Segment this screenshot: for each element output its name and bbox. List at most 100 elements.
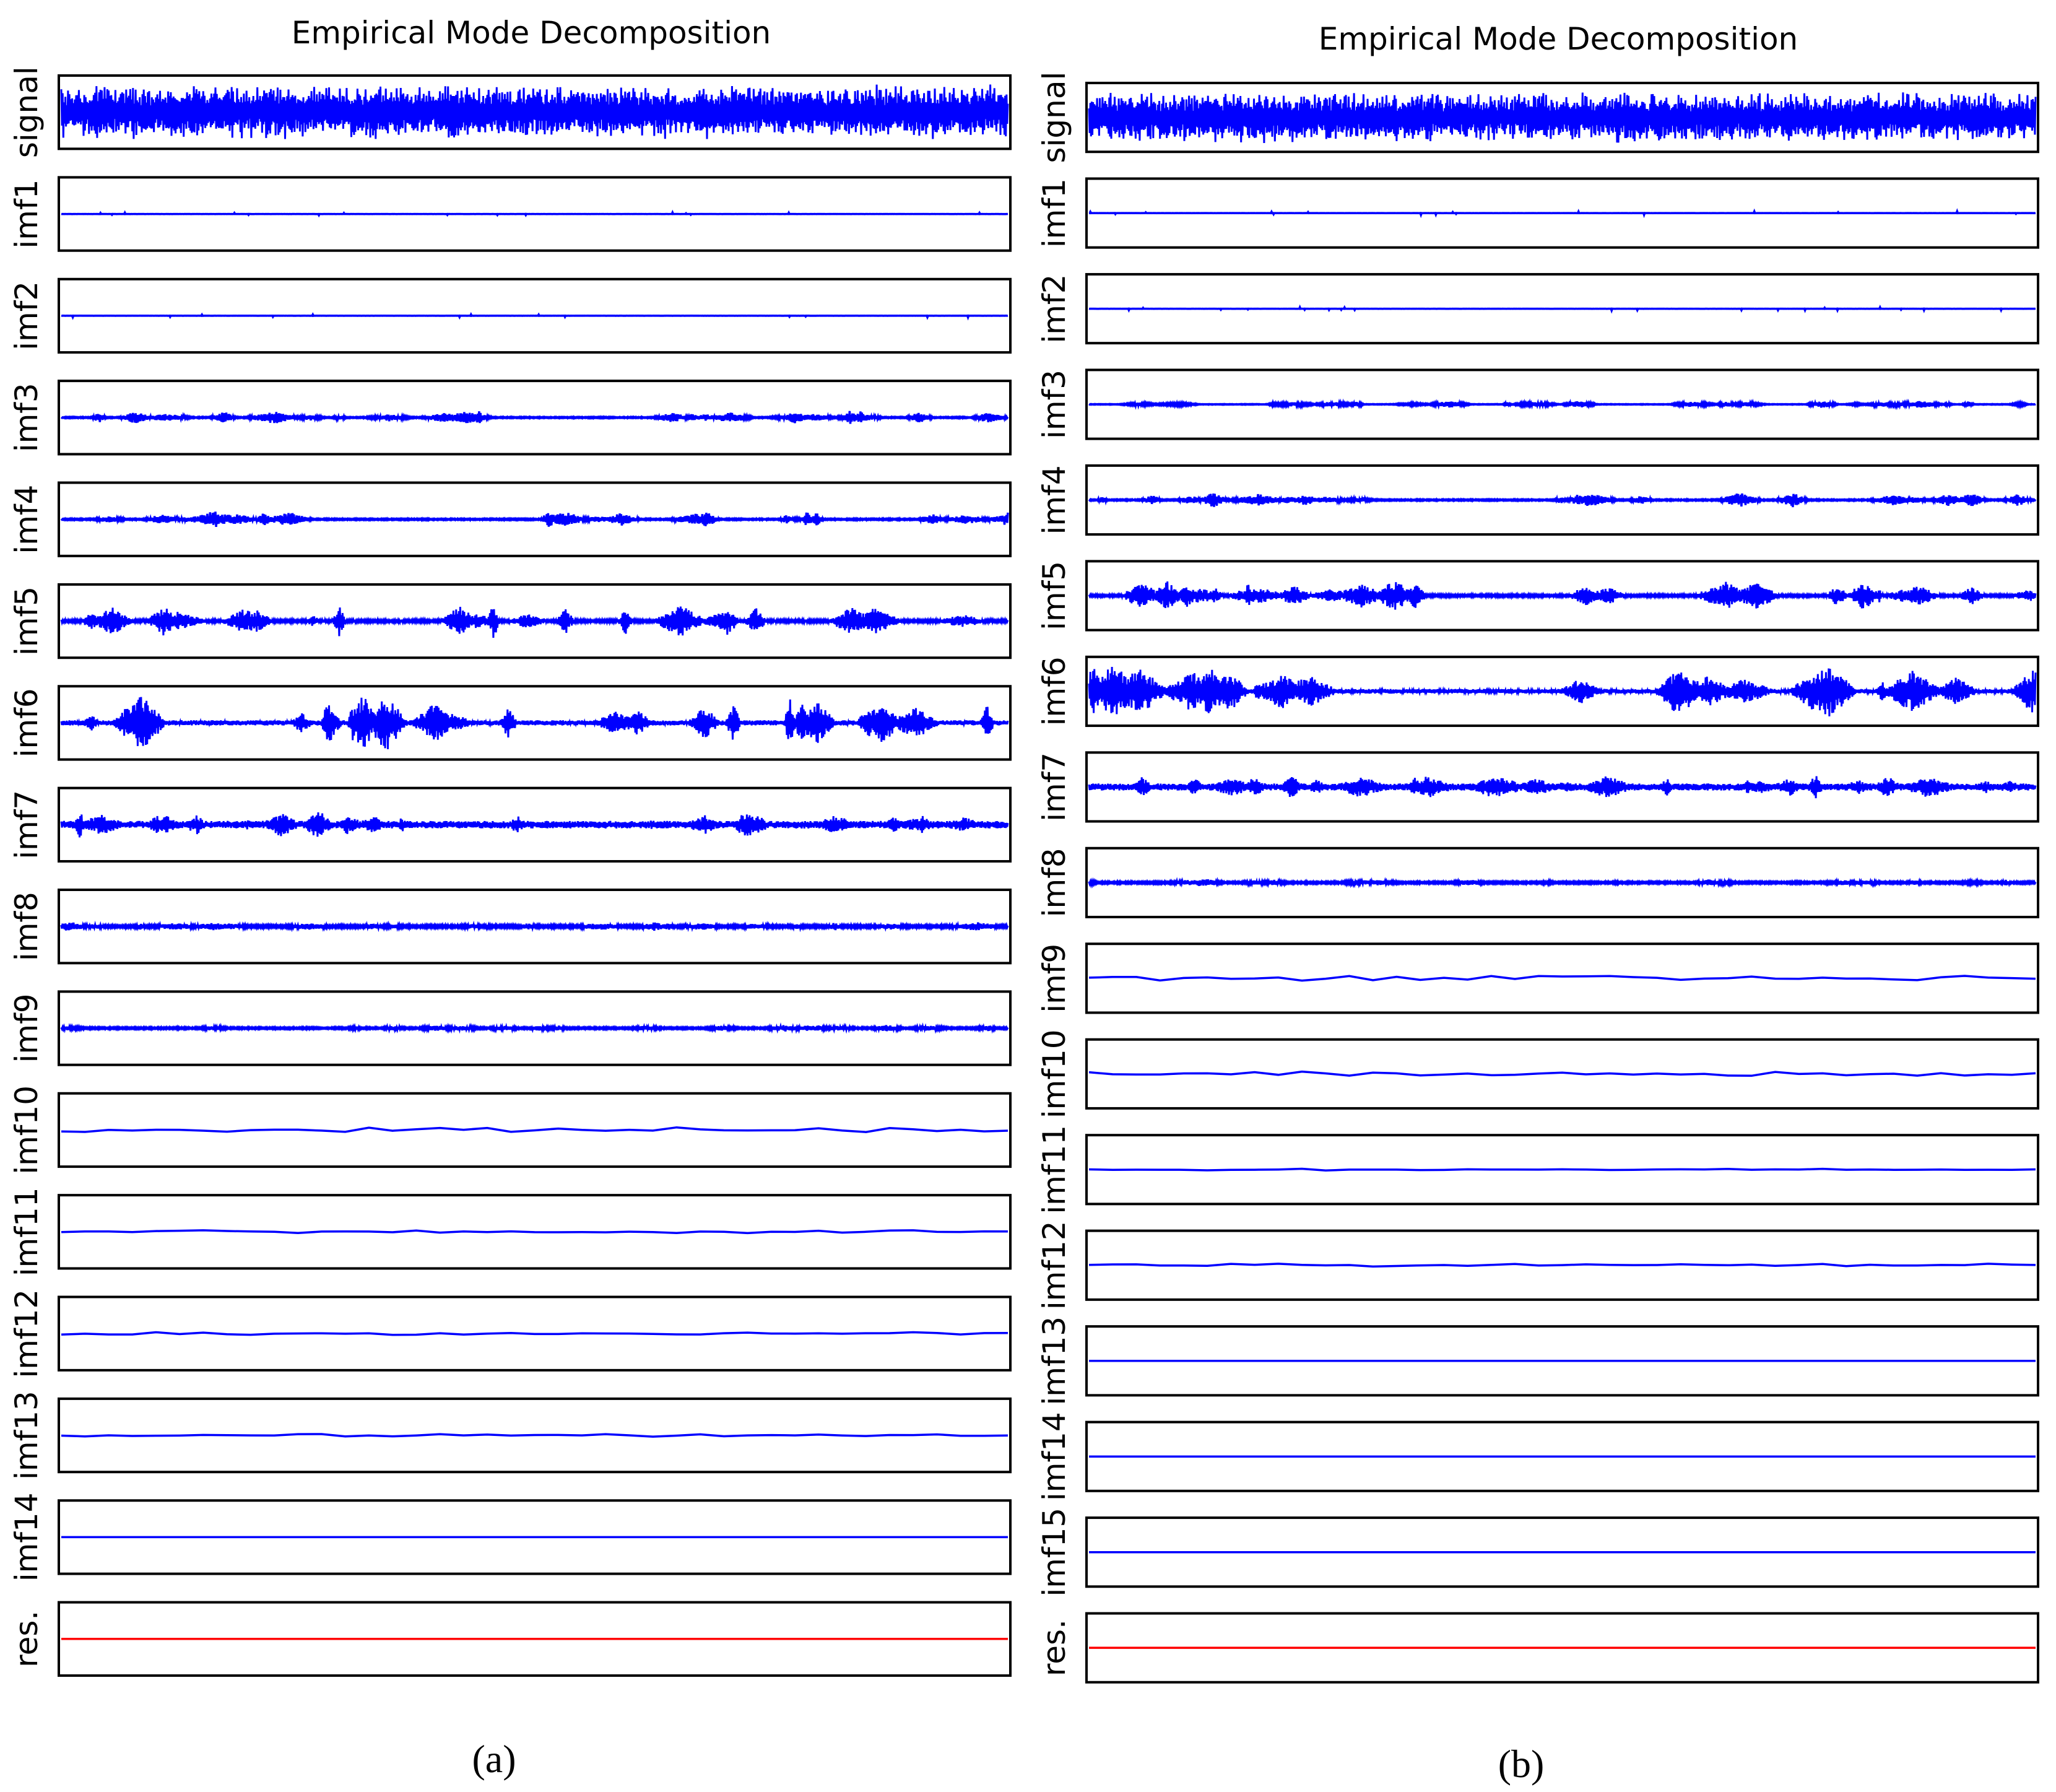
series-line bbox=[60, 511, 1009, 528]
series-line bbox=[61, 1433, 1008, 1438]
series-line bbox=[61, 209, 1008, 218]
panel-label: signal bbox=[1036, 72, 1072, 163]
panel-label: imf10 bbox=[1036, 1029, 1072, 1118]
series-line bbox=[1088, 666, 2037, 716]
panel-label: imf13 bbox=[1036, 1316, 1072, 1406]
panel-signal: signal bbox=[9, 66, 1012, 158]
panel-imf15: imf15 bbox=[1036, 1508, 2039, 1597]
panel-imf13: imf13 bbox=[9, 1391, 1012, 1480]
panel-imf7: imf7 bbox=[1036, 751, 2039, 823]
chart-a: Empirical Mode Decomposition signal imf1 im… bbox=[9, 15, 1012, 1781]
panel-imf1: imf1 bbox=[9, 176, 1012, 252]
panel-imf8: imf8 bbox=[1036, 846, 2039, 918]
panel-imf11: imf11 bbox=[1036, 1125, 2039, 1214]
panel-imf10: imf10 bbox=[1036, 1029, 2039, 1118]
panel-label: imf7 bbox=[1036, 752, 1072, 822]
panel-label: imf9 bbox=[1036, 944, 1072, 1013]
panel-label: res. bbox=[9, 1611, 45, 1668]
panel-label: imf6 bbox=[9, 688, 45, 757]
panel-imf9: imf9 bbox=[9, 990, 1012, 1066]
panel-signal: signal bbox=[1036, 72, 2039, 163]
series-line bbox=[1088, 1070, 2036, 1077]
series-line bbox=[61, 1331, 1008, 1336]
panel-imf5: imf5 bbox=[1036, 560, 2039, 632]
panel-imf5: imf5 bbox=[9, 583, 1012, 659]
series-line bbox=[1088, 398, 2036, 411]
series-line bbox=[61, 1229, 1008, 1235]
panel-imf6: imf6 bbox=[9, 685, 1012, 761]
panel-label: imf12 bbox=[1036, 1220, 1072, 1310]
panel-label: imf7 bbox=[9, 790, 45, 859]
panel-label: imf3 bbox=[9, 383, 45, 452]
panel-res: res. bbox=[9, 1601, 1012, 1677]
series-line bbox=[60, 606, 1009, 638]
series-line bbox=[60, 84, 1009, 139]
panel-imf3: imf3 bbox=[1036, 368, 2039, 440]
chart-title: Empirical Mode Decomposition bbox=[1319, 21, 1798, 57]
panel-imf1: imf1 bbox=[1036, 177, 2039, 249]
panel-label: imf3 bbox=[1036, 370, 1072, 439]
panel-imf4: imf4 bbox=[9, 481, 1012, 557]
figure-caption: (a) bbox=[472, 1737, 516, 1781]
panel-label: imf11 bbox=[9, 1187, 45, 1276]
series-line bbox=[1088, 1263, 2036, 1268]
panel-imf13: imf13 bbox=[1036, 1316, 2039, 1406]
series-line bbox=[1088, 304, 2036, 314]
series-line bbox=[61, 311, 1008, 321]
panel-label: imf14 bbox=[1036, 1412, 1072, 1501]
panel-imf6: imf6 bbox=[1036, 655, 2039, 728]
panel-label: imf10 bbox=[9, 1085, 45, 1175]
panel-imf11: imf11 bbox=[9, 1187, 1012, 1276]
panel-label: imf14 bbox=[9, 1492, 45, 1581]
panel-imf12: imf12 bbox=[9, 1289, 1012, 1378]
panel-imf3: imf3 bbox=[9, 380, 1012, 456]
series-line bbox=[1088, 1167, 2036, 1172]
series-line bbox=[60, 920, 1009, 933]
chart-title: Empirical Mode Decomposition bbox=[292, 15, 771, 51]
series-line bbox=[1088, 776, 2037, 799]
panel-label: imf4 bbox=[9, 485, 45, 554]
panel-label: imf8 bbox=[9, 892, 45, 961]
panel-imf10: imf10 bbox=[9, 1085, 1012, 1175]
panel-label: imf4 bbox=[1036, 465, 1072, 534]
series-line bbox=[60, 697, 1009, 749]
panel-label: imf8 bbox=[1036, 848, 1072, 917]
figure-caption: (b) bbox=[1498, 1742, 1545, 1786]
panel-label: imf9 bbox=[9, 993, 45, 1063]
panel-imf8: imf8 bbox=[9, 889, 1012, 965]
series-line bbox=[60, 812, 1009, 838]
panel-label: imf6 bbox=[1036, 656, 1072, 726]
series-line bbox=[1088, 581, 2037, 610]
panel-label: imf2 bbox=[1036, 274, 1072, 344]
panel-res: res. bbox=[1036, 1612, 2039, 1684]
panel-label: imf1 bbox=[1036, 178, 1072, 248]
panel-imf4: imf4 bbox=[1036, 464, 2039, 536]
panel-label: signal bbox=[9, 66, 45, 158]
panel-label: imf15 bbox=[1036, 1508, 1072, 1597]
panel-imf2: imf2 bbox=[1036, 272, 2039, 345]
series-line bbox=[61, 1126, 1008, 1133]
panel-imf9: imf9 bbox=[1036, 942, 2039, 1014]
panel-imf2: imf2 bbox=[9, 277, 1012, 354]
panel-imf7: imf7 bbox=[9, 786, 1012, 863]
panel-imf14: imf14 bbox=[9, 1492, 1012, 1581]
panel-label: imf12 bbox=[9, 1289, 45, 1378]
panel-label: imf1 bbox=[9, 180, 45, 249]
panel-label: imf13 bbox=[9, 1391, 45, 1480]
series-line bbox=[60, 1022, 1009, 1034]
series-line bbox=[1088, 975, 2036, 982]
series-line bbox=[1088, 877, 2037, 889]
panel-label: imf5 bbox=[1036, 561, 1072, 630]
series-line bbox=[1088, 208, 2036, 219]
panel-label: res. bbox=[1036, 1619, 1072, 1676]
series-line bbox=[1088, 92, 2037, 144]
panel-label: imf11 bbox=[1036, 1125, 1072, 1214]
panel-label: imf5 bbox=[9, 586, 45, 656]
chart-b: Empirical Mode Decomposition signal imf1 im… bbox=[1036, 21, 2039, 1786]
panel-imf12: imf12 bbox=[1036, 1220, 2039, 1310]
panel-imf14: imf14 bbox=[1036, 1412, 2039, 1501]
series-line bbox=[60, 411, 1009, 424]
series-line bbox=[1088, 493, 2037, 508]
panel-label: imf2 bbox=[9, 281, 45, 350]
